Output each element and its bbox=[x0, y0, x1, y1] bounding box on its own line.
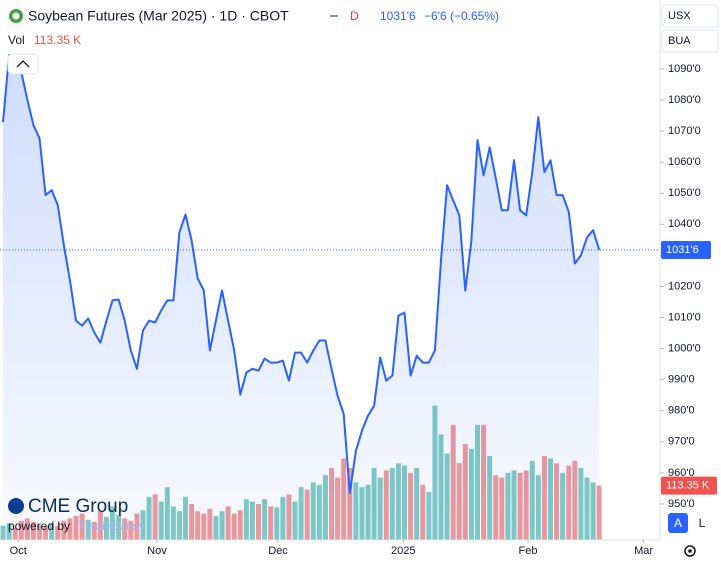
volume-label: Vol bbox=[8, 33, 25, 47]
chart-title: Soybean Futures (Mar 2025) · 1D · CBOT bbox=[28, 8, 289, 24]
x-tick-label: 2025 bbox=[391, 545, 415, 557]
last-price-box bbox=[661, 240, 711, 259]
settings-icon[interactable] bbox=[684, 545, 696, 557]
y-tick-label: 1010'0 bbox=[668, 311, 701, 323]
powered-by: powered by bbox=[8, 519, 70, 533]
currency: USX bbox=[668, 10, 691, 22]
volume-last-box bbox=[661, 476, 717, 495]
logo-globe bbox=[8, 498, 24, 514]
interval-badge: D bbox=[350, 9, 359, 23]
cme-logo: CME Group powered by TradingView bbox=[8, 496, 144, 533]
header-price: 1031'6 bbox=[380, 9, 416, 23]
y-tick-label: 970'0 bbox=[668, 436, 695, 448]
unit-select[interactable] bbox=[661, 29, 719, 53]
unit: BUA bbox=[668, 35, 691, 47]
last-price-label: 1031'6 bbox=[666, 244, 699, 256]
price-area bbox=[3, 55, 600, 540]
y-tick-label: 1020'0 bbox=[668, 280, 701, 292]
currency-select[interactable] bbox=[661, 4, 719, 28]
y-tick-label: 1090'0 bbox=[668, 63, 701, 75]
symbol-icon-inner bbox=[12, 12, 20, 20]
y-tick-label: 950'0 bbox=[668, 498, 695, 510]
price-line bbox=[2, 54, 601, 495]
x-tick-label: Mar bbox=[634, 545, 653, 557]
settings-icon-center bbox=[688, 549, 692, 553]
y-tick-label: 1060'0 bbox=[668, 156, 701, 168]
x-tick-label: Oct bbox=[10, 545, 27, 557]
y-tick-label: 980'0 bbox=[668, 405, 695, 417]
log-scale-label: L bbox=[699, 516, 706, 530]
header-change: −6'6 (−0.65%) bbox=[424, 9, 499, 23]
y-tick-label: 960'0 bbox=[668, 467, 695, 479]
minus-icon bbox=[330, 15, 338, 17]
plot-area bbox=[0, 54, 660, 540]
log-scale-button[interactable] bbox=[692, 513, 712, 533]
x-tick-label: Feb bbox=[519, 545, 538, 557]
auto-scale-button[interactable] bbox=[668, 513, 688, 533]
collapse-button[interactable] bbox=[7, 53, 39, 75]
y-tick-label: 1040'0 bbox=[668, 218, 701, 230]
y-tick-label: 1070'0 bbox=[668, 125, 701, 137]
y-tick-label: 1000'0 bbox=[668, 343, 701, 355]
powered-brand: TradingView bbox=[78, 519, 144, 533]
y-tick-label: 990'0 bbox=[668, 374, 695, 386]
axis-labels: 950'0 960'0 970'0 980'0 990'0 1000'0 1010'0 102… bbox=[10, 63, 717, 557]
volume-last-label: 113.35 K bbox=[666, 479, 710, 491]
x-tick-label: Nov bbox=[147, 545, 167, 557]
x-tick-label: Dec bbox=[268, 545, 288, 557]
collapse-icon bbox=[16, 60, 30, 68]
logo-text: CME Group bbox=[28, 496, 128, 517]
y-tick-label: 1050'0 bbox=[668, 187, 701, 199]
volume-header-value: 113.35 K bbox=[34, 33, 81, 47]
y-tick-label: 1080'0 bbox=[668, 94, 701, 106]
auto-scale-label: A bbox=[674, 516, 682, 530]
